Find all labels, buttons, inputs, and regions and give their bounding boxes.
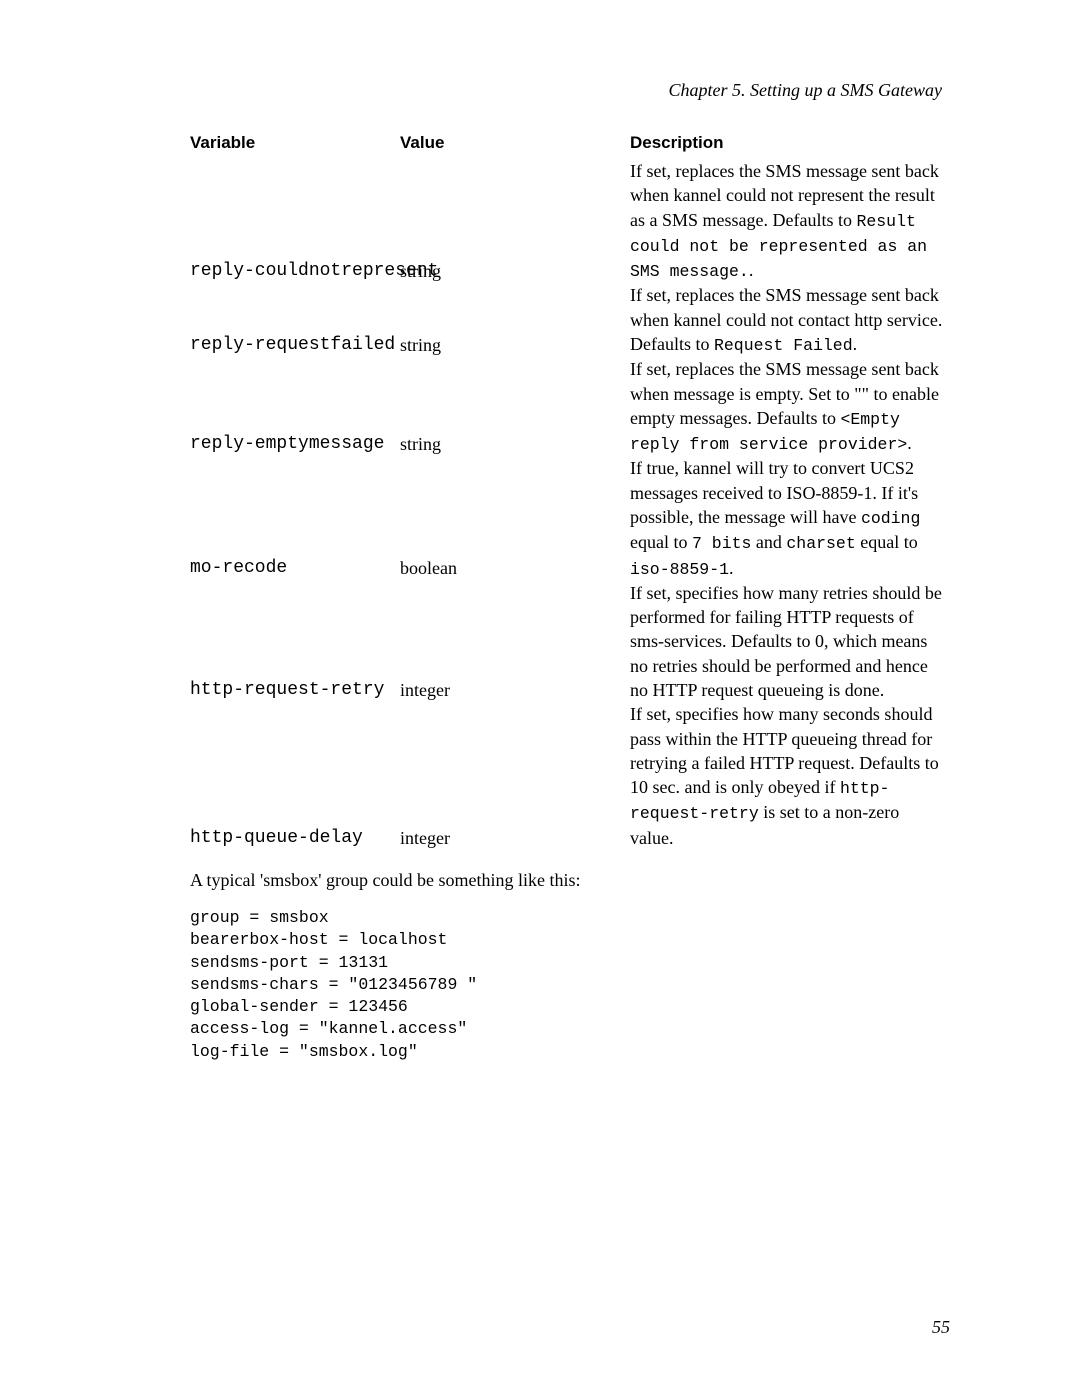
desc-code: 7 bits xyxy=(692,534,751,553)
value-cell: boolean xyxy=(400,456,630,580)
desc-code: iso-8859-1 xyxy=(630,560,729,579)
desc-text: . xyxy=(853,334,858,354)
variable-cell: reply-requestfailed xyxy=(190,283,400,357)
page-number: 55 xyxy=(932,1317,950,1338)
col-value: Value xyxy=(400,129,630,159)
value-cell: string xyxy=(400,159,630,283)
chapter-header: Chapter 5. Setting up a SMS Gateway xyxy=(190,80,950,101)
desc-text: . xyxy=(907,433,912,453)
desc-text: If set, specifies how many seconds shoul… xyxy=(630,704,939,797)
table-row: http-queue-delay integer If set, specifi… xyxy=(190,702,950,850)
desc-text: equal to xyxy=(856,532,918,552)
value-cell: integer xyxy=(400,581,630,702)
variable-cell: http-request-retry xyxy=(190,581,400,702)
variable-cell: reply-emptymessage xyxy=(190,357,400,456)
variables-table: Variable Value Description reply-couldno… xyxy=(190,129,950,850)
variable-cell: mo-recode xyxy=(190,456,400,580)
table-row: http-request-retry integer If set, speci… xyxy=(190,581,950,702)
description-cell: If set, replaces the SMS message sent ba… xyxy=(630,283,950,357)
description-cell: If true, kannel will try to convert UCS2… xyxy=(630,456,950,580)
config-block: group = smsbox bearerbox-host = localhos… xyxy=(190,907,950,1063)
description-cell: If set, replaces the SMS message sent ba… xyxy=(630,357,950,456)
desc-text: If set, specifies how many retries shoul… xyxy=(630,583,942,700)
after-table-text: A typical 'smsbox' group could be someth… xyxy=(190,870,950,891)
value-cell: integer xyxy=(400,702,630,850)
desc-text: and xyxy=(751,532,786,552)
description-cell: If set, replaces the SMS message sent ba… xyxy=(630,159,950,283)
table-row: mo-recode boolean If true, kannel will t… xyxy=(190,456,950,580)
desc-text: equal to xyxy=(630,532,692,552)
variable-cell: http-queue-delay xyxy=(190,702,400,850)
value-cell: string xyxy=(400,357,630,456)
desc-code: Request Failed xyxy=(714,336,853,355)
desc-text: . xyxy=(729,558,734,578)
table-row: reply-couldnotrepresent string If set, r… xyxy=(190,159,950,283)
col-description: Description xyxy=(630,129,950,159)
variable-cell: reply-couldnotrepresent xyxy=(190,159,400,283)
table-row: reply-requestfailed string If set, repla… xyxy=(190,283,950,357)
description-cell: If set, specifies how many seconds shoul… xyxy=(630,702,950,850)
desc-code: coding xyxy=(861,509,920,528)
value-cell: string xyxy=(400,283,630,357)
description-cell: If set, specifies how many retries shoul… xyxy=(630,581,950,702)
col-variable: Variable xyxy=(190,129,400,159)
table-row: reply-emptymessage string If set, replac… xyxy=(190,357,950,456)
desc-code: charset xyxy=(786,534,855,553)
desc-text: . xyxy=(749,260,754,280)
table-header-row: Variable Value Description xyxy=(190,129,950,159)
